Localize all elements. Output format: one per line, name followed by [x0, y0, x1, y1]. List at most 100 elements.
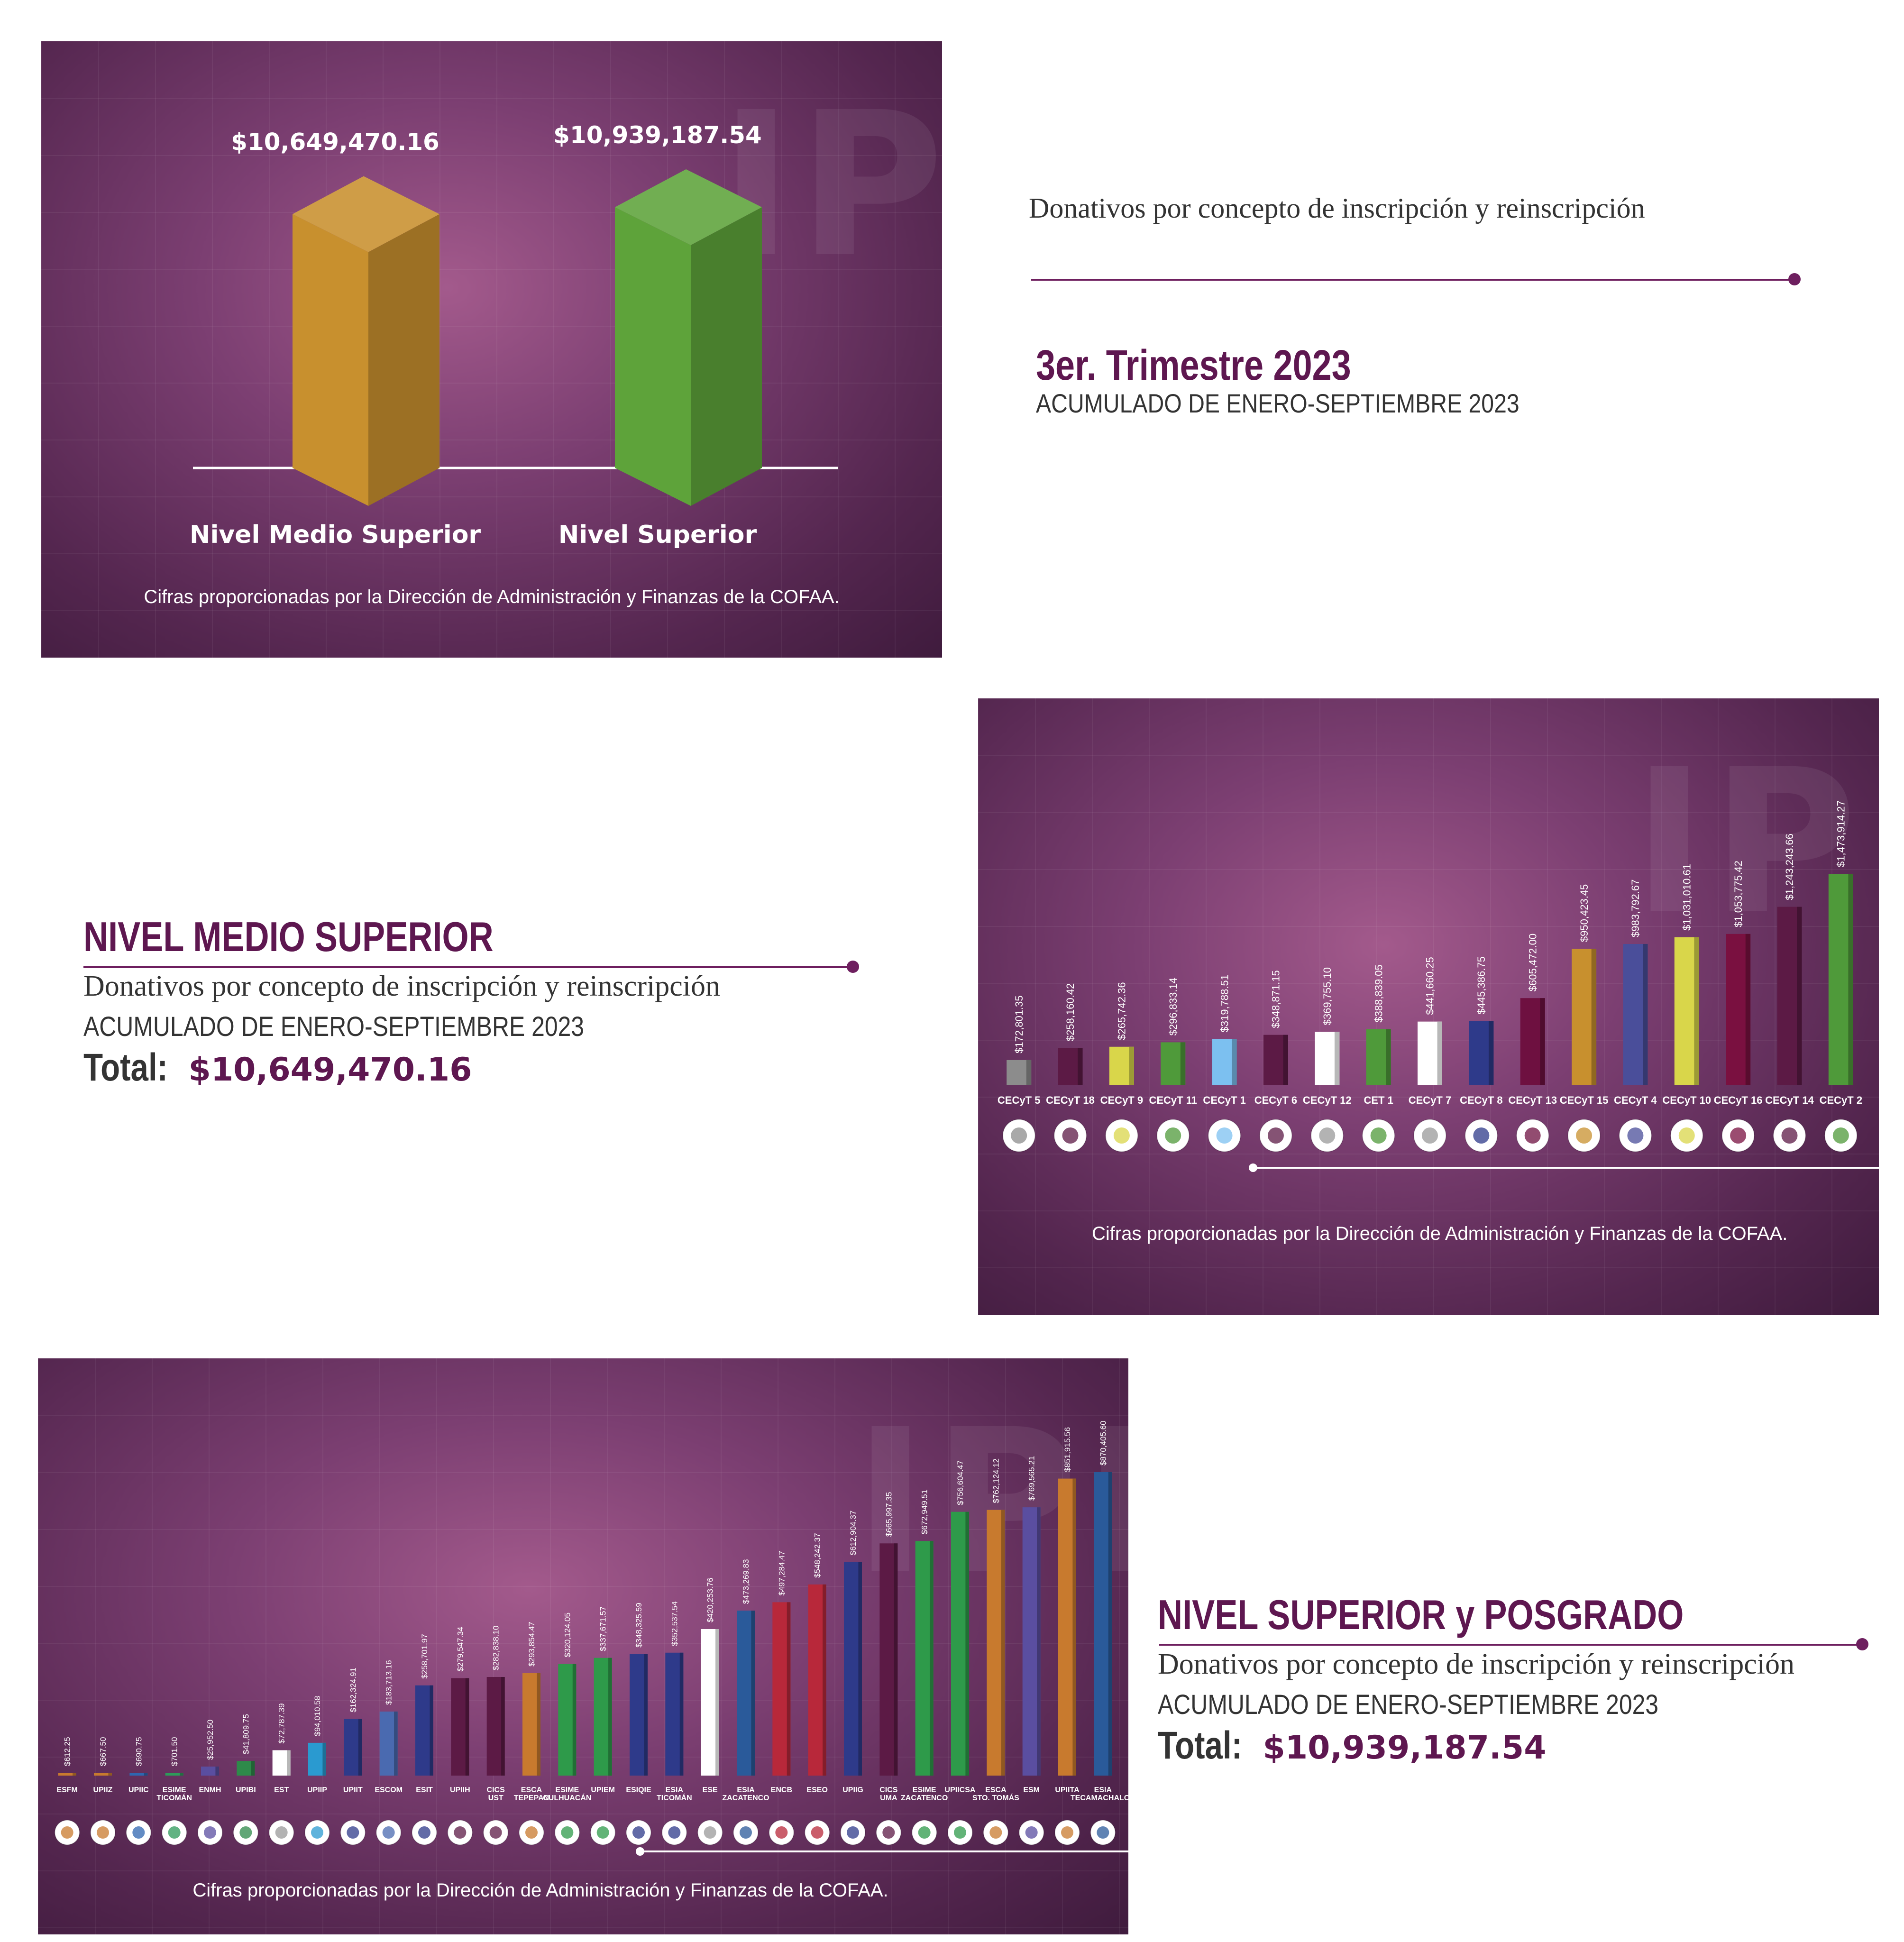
- category-label: ESIATECAMACHALCO: [1071, 1786, 1128, 1802]
- bar-upiic: [129, 1773, 148, 1776]
- school-logo-mark: [740, 1826, 752, 1839]
- data-label: $1,243,243.66: [1784, 834, 1795, 900]
- data-label: $172,801.35: [1013, 995, 1025, 1053]
- category-label: ESIME ZACATENCO: [901, 1786, 948, 1802]
- school-logo-mark: [561, 1826, 574, 1839]
- bar-shade: [1386, 1029, 1391, 1085]
- category-label: CECyT 11: [1149, 1094, 1197, 1106]
- bar-upiih: [451, 1678, 469, 1776]
- category-label: CECyT 13: [1508, 1094, 1557, 1106]
- bar-shade: [1334, 1032, 1340, 1085]
- category-label: UPIIG: [842, 1786, 863, 1794]
- medio-rule: [83, 966, 851, 968]
- data-label: $94,010.58: [313, 1696, 322, 1736]
- school-logo-mark: [418, 1826, 430, 1839]
- bar-shade: [1437, 1021, 1442, 1085]
- bar-top-face: [615, 169, 762, 245]
- category-label: CECyT 7: [1409, 1094, 1451, 1106]
- school-logo-mark: [811, 1826, 824, 1839]
- category-label: UPIIT: [343, 1786, 363, 1794]
- data-label: $612.25: [63, 1737, 72, 1766]
- category-label: UPIIC: [128, 1786, 149, 1794]
- category-label: UPIIP: [307, 1786, 327, 1794]
- school-logo-mark: [1781, 1127, 1798, 1144]
- category-label: CECyT 4: [1614, 1094, 1657, 1106]
- bar-cics-uma: [879, 1543, 898, 1776]
- bar-shade: [394, 1711, 398, 1776]
- bar-cet-1: [1366, 1029, 1391, 1085]
- data-label: $348,871.15: [1270, 970, 1282, 1028]
- category-label: ESCA STO. TOMÁS: [972, 1786, 1019, 1802]
- category-label: CICS UST: [487, 1786, 505, 1802]
- bar-shade: [1078, 1048, 1083, 1085]
- school-logo-mark: [454, 1826, 467, 1839]
- school-logo-mark: [1576, 1127, 1593, 1144]
- school-logo-mark: [1267, 1127, 1284, 1144]
- bar-shade: [465, 1678, 469, 1776]
- bar-shade: [1848, 874, 1853, 1085]
- bar-cecyt-9: [1109, 1046, 1134, 1085]
- data-label: $701.50: [170, 1737, 179, 1766]
- data-label: $756,604.47: [956, 1460, 965, 1505]
- bar-esca-sto-tom-s: [987, 1510, 1005, 1776]
- bar-shade: [1037, 1507, 1041, 1776]
- data-label: $41,809.75: [241, 1714, 250, 1754]
- bar-upiicsa: [951, 1511, 969, 1776]
- data-label: $1,053,775.42: [1732, 861, 1744, 927]
- data-label: $10,939,187.54: [553, 121, 762, 149]
- school-logo-mark: [168, 1826, 181, 1839]
- bar-shade: [858, 1562, 862, 1776]
- school-logo-mark: [1113, 1127, 1130, 1144]
- category-label: ESIT: [416, 1786, 433, 1794]
- bar-encb: [772, 1602, 791, 1776]
- category-label: EST: [274, 1786, 289, 1794]
- bar-shade: [787, 1602, 791, 1776]
- bar-esia-ticom-n: [665, 1652, 684, 1776]
- bar-eseo: [808, 1584, 826, 1776]
- category-label: UPIITA: [1055, 1786, 1080, 1794]
- category-label: CET 1: [1364, 1094, 1393, 1106]
- bar-shade: [572, 1664, 577, 1776]
- school-logo-mark: [239, 1826, 252, 1839]
- summary-rule-dot: [1788, 273, 1801, 285]
- category-label: ESIA ZACATENCO: [722, 1786, 769, 1802]
- school-logo-mark: [704, 1826, 716, 1839]
- school-logo-mark: [1097, 1826, 1109, 1839]
- bar-shade: [144, 1773, 148, 1776]
- data-label: $1,031,010.61: [1681, 864, 1693, 931]
- bar-shade: [1232, 1039, 1237, 1085]
- bar-upiit: [344, 1719, 362, 1776]
- superior-heading: NIVEL SUPERIOR y POSGRADO: [1158, 1591, 1684, 1638]
- category-label: ENCB: [771, 1786, 792, 1794]
- data-label: $162,324.91: [348, 1667, 357, 1713]
- category-label: CECyT 10: [1662, 1094, 1711, 1106]
- bar-cecyt-13: [1520, 998, 1545, 1085]
- category-label: ESIA TICOMÁN: [657, 1786, 692, 1802]
- category-label: ESFM: [56, 1786, 77, 1794]
- school-logo-mark: [1473, 1127, 1490, 1144]
- data-label: $319,788.51: [1218, 974, 1230, 1032]
- superior-rule-dot: [1856, 1638, 1868, 1650]
- school-logo-mark: [525, 1826, 538, 1839]
- bar-body: [129, 1773, 148, 1776]
- category-label: CECyT 6: [1254, 1094, 1297, 1106]
- data-label: $265,742.36: [1116, 982, 1128, 1040]
- category-label: ENMH: [199, 1786, 221, 1794]
- data-label: $950,423.45: [1578, 884, 1590, 942]
- data-label: $296,833.14: [1167, 978, 1179, 1035]
- bar-ese: [701, 1629, 719, 1776]
- bar-cecyt-4: [1623, 944, 1648, 1085]
- bar-upiig: [844, 1562, 862, 1776]
- bar-esime-zacatenco: [915, 1541, 934, 1776]
- superior-rule: [1159, 1644, 1861, 1646]
- category-label: CECyT 1: [1203, 1094, 1245, 1106]
- data-label: $769,565.21: [1027, 1456, 1036, 1501]
- medio-period: ACUMULADO DE ENERO-SEPTIEMBRE 2023: [83, 1011, 585, 1042]
- school-logo-mark: [847, 1826, 859, 1839]
- category-label: CECyT 2: [1820, 1094, 1862, 1106]
- data-label: $25,952.50: [206, 1720, 215, 1760]
- category-label: CICS UMA: [879, 1786, 898, 1802]
- category-label: UPIIH: [450, 1786, 470, 1794]
